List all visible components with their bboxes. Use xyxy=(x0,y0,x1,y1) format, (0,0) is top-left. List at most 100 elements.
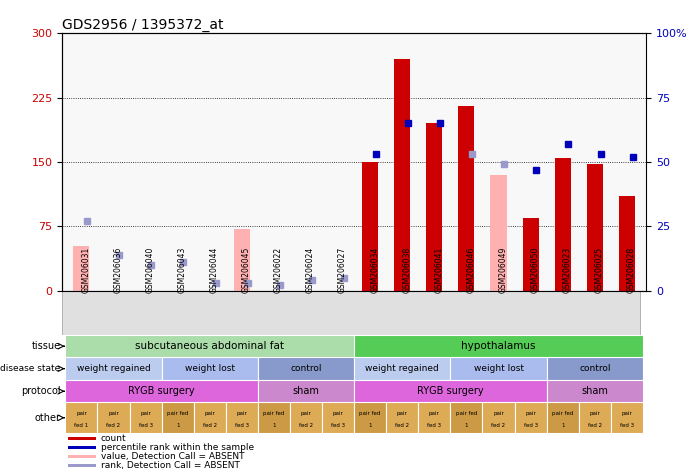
Text: pair: pair xyxy=(493,410,504,416)
Text: pair: pair xyxy=(301,410,312,416)
Bar xyxy=(578,402,611,433)
Text: fed 3: fed 3 xyxy=(138,423,153,428)
Text: GSM206031: GSM206031 xyxy=(82,246,91,293)
Bar xyxy=(258,402,290,433)
Text: fed 3: fed 3 xyxy=(620,423,634,428)
Text: GSM206023: GSM206023 xyxy=(562,246,571,293)
Bar xyxy=(354,357,451,380)
Bar xyxy=(68,464,96,467)
Bar xyxy=(97,402,129,433)
Text: weight regained: weight regained xyxy=(77,364,151,373)
Bar xyxy=(234,229,250,291)
Bar xyxy=(426,123,442,291)
Bar xyxy=(555,158,571,291)
Bar xyxy=(458,106,475,291)
Bar xyxy=(547,380,643,402)
Text: pair: pair xyxy=(108,410,119,416)
Text: GSM206044: GSM206044 xyxy=(210,246,219,293)
Text: percentile rank within the sample: percentile rank within the sample xyxy=(101,443,254,452)
Bar xyxy=(395,59,410,291)
Text: 1: 1 xyxy=(368,423,372,428)
Text: GSM206045: GSM206045 xyxy=(242,246,251,293)
Text: GSM206025: GSM206025 xyxy=(595,246,604,293)
Text: GSM206049: GSM206049 xyxy=(498,246,507,293)
Text: pair: pair xyxy=(429,410,439,416)
Text: GSM206022: GSM206022 xyxy=(274,247,283,293)
Text: sham: sham xyxy=(581,386,608,396)
Bar xyxy=(66,402,97,433)
Text: pair: pair xyxy=(397,410,408,416)
Bar xyxy=(611,402,643,433)
Text: sham: sham xyxy=(292,386,319,396)
Bar xyxy=(491,175,507,291)
Text: pair: pair xyxy=(140,410,151,416)
Text: fed 3: fed 3 xyxy=(524,423,538,428)
Text: RYGB surgery: RYGB surgery xyxy=(129,386,195,396)
Text: GSM206040: GSM206040 xyxy=(146,246,155,293)
Text: subcutaneous abdominal fat: subcutaneous abdominal fat xyxy=(135,341,284,351)
Bar xyxy=(354,380,547,402)
Text: 1: 1 xyxy=(464,423,468,428)
Text: GSM206041: GSM206041 xyxy=(435,246,444,293)
Text: control: control xyxy=(579,364,611,373)
Text: GSM206036: GSM206036 xyxy=(113,246,122,293)
Text: GSM206046: GSM206046 xyxy=(466,246,475,293)
Bar xyxy=(354,335,643,357)
Text: fed 2: fed 2 xyxy=(587,423,602,428)
Bar xyxy=(547,402,578,433)
Text: GSM206043: GSM206043 xyxy=(178,246,187,293)
Bar xyxy=(587,164,603,291)
Text: pair: pair xyxy=(589,410,600,416)
Bar xyxy=(193,402,226,433)
Bar xyxy=(66,380,258,402)
Text: GDS2956 / 1395372_at: GDS2956 / 1395372_at xyxy=(62,18,224,32)
Text: fed 2: fed 2 xyxy=(202,423,217,428)
Text: fed 3: fed 3 xyxy=(331,423,346,428)
Text: rank, Detection Call = ABSENT: rank, Detection Call = ABSENT xyxy=(101,461,240,470)
Bar xyxy=(162,402,193,433)
Text: 1: 1 xyxy=(176,423,180,428)
Text: GSM206024: GSM206024 xyxy=(306,246,315,293)
Bar xyxy=(522,218,538,291)
Text: pair fed: pair fed xyxy=(167,410,189,416)
Text: GSM206028: GSM206028 xyxy=(627,247,636,293)
Bar xyxy=(515,402,547,433)
Text: GSM206050: GSM206050 xyxy=(531,246,540,293)
Text: pair fed: pair fed xyxy=(263,410,285,416)
Bar xyxy=(290,402,322,433)
Bar xyxy=(258,357,354,380)
Text: GSM206038: GSM206038 xyxy=(402,246,411,293)
Bar xyxy=(451,357,547,380)
Text: pair: pair xyxy=(236,410,247,416)
Text: control: control xyxy=(290,364,322,373)
Bar xyxy=(362,162,378,291)
Text: 1: 1 xyxy=(272,423,276,428)
Text: weight lost: weight lost xyxy=(473,364,524,373)
Text: pair fed: pair fed xyxy=(456,410,477,416)
Text: tissue: tissue xyxy=(32,341,61,351)
Text: other: other xyxy=(35,413,61,423)
Bar xyxy=(162,357,258,380)
Bar xyxy=(482,402,515,433)
Bar xyxy=(68,455,96,458)
Text: GSM206027: GSM206027 xyxy=(338,246,347,293)
Text: pair: pair xyxy=(76,410,87,416)
Text: fed 2: fed 2 xyxy=(491,423,506,428)
Bar xyxy=(451,402,482,433)
Text: fed 3: fed 3 xyxy=(235,423,249,428)
Bar xyxy=(73,246,89,291)
Text: pair: pair xyxy=(333,410,343,416)
Bar xyxy=(386,402,418,433)
Text: fed 2: fed 2 xyxy=(395,423,409,428)
Text: pair fed: pair fed xyxy=(359,410,381,416)
Text: count: count xyxy=(101,434,126,443)
Text: pair fed: pair fed xyxy=(552,410,574,416)
Bar xyxy=(226,402,258,433)
Text: weight lost: weight lost xyxy=(184,364,235,373)
Bar xyxy=(66,335,354,357)
Text: fed 2: fed 2 xyxy=(299,423,313,428)
Text: weight regained: weight regained xyxy=(366,364,439,373)
Text: pair: pair xyxy=(621,410,632,416)
Text: GSM206034: GSM206034 xyxy=(370,246,379,293)
Text: 1: 1 xyxy=(561,423,565,428)
